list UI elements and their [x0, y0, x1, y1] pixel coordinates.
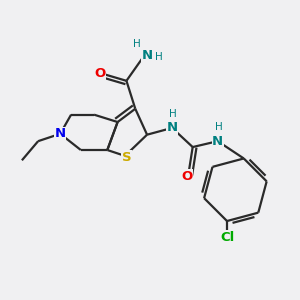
Text: O: O [181, 170, 192, 183]
Text: H: H [155, 52, 163, 62]
Text: N: N [212, 135, 223, 148]
Text: Cl: Cl [220, 231, 234, 244]
Text: H: H [133, 39, 141, 49]
Text: S: S [122, 151, 131, 164]
Text: O: O [94, 67, 106, 80]
Text: N: N [167, 122, 178, 134]
Text: N: N [55, 127, 66, 140]
Text: H: H [169, 109, 176, 119]
Text: H: H [215, 122, 223, 132]
Text: N: N [142, 49, 153, 62]
